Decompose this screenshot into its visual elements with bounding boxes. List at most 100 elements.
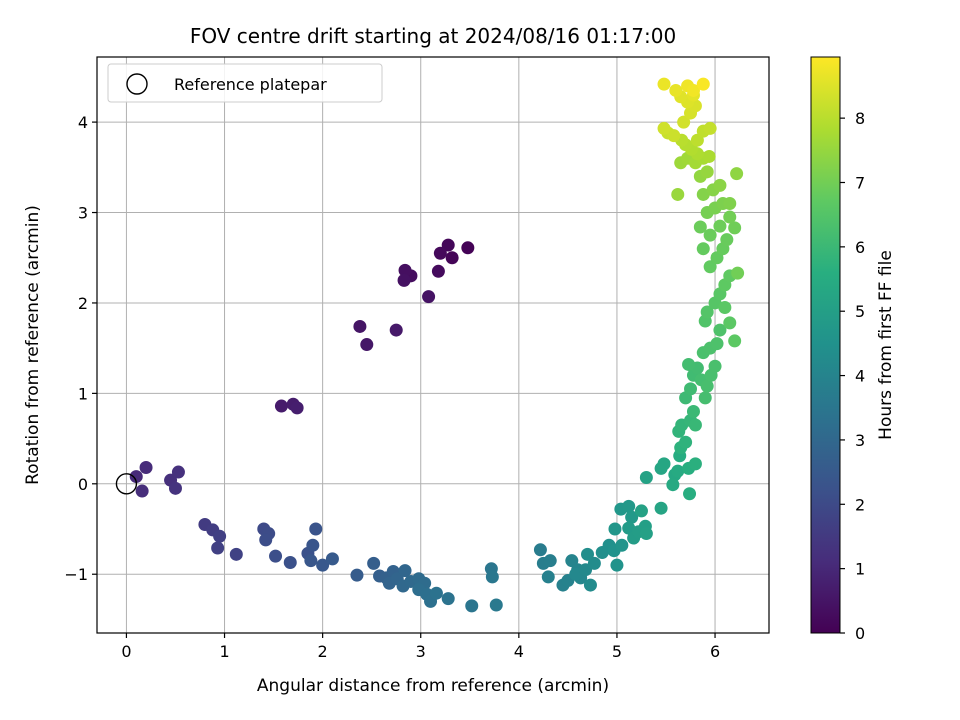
colorbar-tick-label: 3	[855, 431, 865, 450]
colorbar-tick-label: 2	[855, 495, 865, 514]
y-ticks: −1 0 1 2 3 4	[64, 113, 97, 584]
x-tick-label: 0	[121, 642, 131, 661]
data-point	[304, 554, 318, 568]
data-point	[269, 549, 283, 563]
y-tick-label: 0	[78, 475, 88, 494]
legend: Reference platepar	[107, 63, 383, 103]
colorbar-tick-label: 4	[855, 367, 865, 386]
x-axis-label: Angular distance from reference (arcmin)	[257, 676, 609, 696]
data-point	[389, 323, 403, 337]
data-point	[422, 290, 436, 304]
data-point	[429, 586, 443, 600]
data-point	[639, 470, 653, 484]
data-point	[397, 273, 411, 287]
data-point	[625, 510, 639, 524]
data-point	[720, 233, 734, 247]
y-tick-label: −1	[64, 565, 88, 584]
data-point	[657, 457, 671, 471]
legend-box	[107, 63, 383, 103]
data-point	[259, 533, 273, 547]
data-point	[213, 529, 227, 543]
data-point	[461, 241, 475, 255]
data-point	[693, 220, 707, 234]
data-point	[671, 464, 685, 478]
data-point	[533, 543, 547, 557]
data-point	[710, 337, 724, 351]
data-point	[211, 541, 225, 555]
colorbar-ticks: 0 1 2 3 4 5 6 7 8	[840, 109, 865, 643]
data-point	[708, 359, 722, 373]
data-point	[622, 499, 636, 513]
data-point	[703, 121, 717, 135]
data-point	[702, 149, 716, 163]
colorbar	[810, 56, 841, 634]
data-point	[730, 167, 744, 181]
data-point	[135, 484, 149, 498]
data-point	[309, 522, 323, 536]
data-point	[654, 501, 668, 515]
data-point	[700, 379, 714, 393]
y-axis-label: Rotation from reference (arcmin)	[23, 205, 43, 485]
colorbar-tick-label: 8	[855, 109, 865, 128]
x-tick-label: 1	[219, 642, 229, 661]
data-point	[350, 568, 364, 582]
legend-label: Reference platepar	[174, 75, 327, 94]
data-point	[622, 521, 636, 535]
data-point	[639, 527, 653, 541]
data-point	[669, 83, 683, 97]
data-point	[667, 129, 681, 143]
colorbar-tick-label: 1	[855, 560, 865, 579]
data-point	[485, 570, 499, 584]
data-point	[686, 404, 700, 418]
data-point	[615, 538, 629, 552]
x-tick-label: 2	[318, 642, 328, 661]
y-tick-label: 1	[78, 384, 88, 403]
y-tick-label: 3	[78, 204, 88, 223]
colorbar-label: Hours from first FF file	[876, 250, 896, 440]
data-point	[445, 251, 459, 265]
data-point	[728, 221, 742, 235]
chart-title: FOV centre drift starting at 2024/08/16 …	[190, 24, 676, 48]
data-point	[679, 435, 693, 449]
data-point	[731, 266, 745, 280]
data-point	[283, 555, 297, 569]
data-point	[657, 121, 671, 135]
x-tick-label: 6	[710, 642, 720, 661]
data-point	[718, 300, 732, 314]
data-point	[465, 599, 479, 613]
data-point	[696, 77, 710, 91]
data-point	[353, 319, 367, 333]
x-tick-label: 4	[514, 642, 524, 661]
data-point	[700, 305, 714, 319]
data-point	[441, 592, 455, 606]
data-point	[713, 178, 727, 192]
data-point	[698, 391, 712, 405]
data-point	[290, 401, 304, 415]
data-point	[431, 264, 445, 278]
data-point	[398, 564, 412, 578]
data-point	[587, 556, 601, 570]
data-point	[168, 481, 182, 495]
plot-frame	[96, 56, 770, 634]
x-ticks: 0 1 2 3 4 5 6	[121, 633, 720, 661]
data-point	[682, 357, 696, 371]
data-point	[723, 196, 737, 210]
data-point	[683, 487, 697, 501]
data-point	[569, 567, 583, 581]
data-point	[634, 504, 648, 518]
data-point	[306, 538, 320, 552]
data-point	[696, 242, 710, 256]
data-point	[671, 187, 685, 201]
x-tick-label: 3	[416, 642, 426, 661]
data-point	[171, 465, 185, 479]
colorbar-tick-label: 7	[855, 173, 865, 192]
y-tick-label: 4	[78, 113, 88, 132]
data-point	[713, 323, 727, 337]
data-point	[325, 552, 339, 566]
data-point	[723, 210, 737, 224]
data-point	[713, 219, 727, 233]
legend-marker	[126, 73, 148, 95]
grid	[97, 57, 769, 633]
data-point	[723, 316, 737, 330]
data-point	[139, 461, 153, 475]
